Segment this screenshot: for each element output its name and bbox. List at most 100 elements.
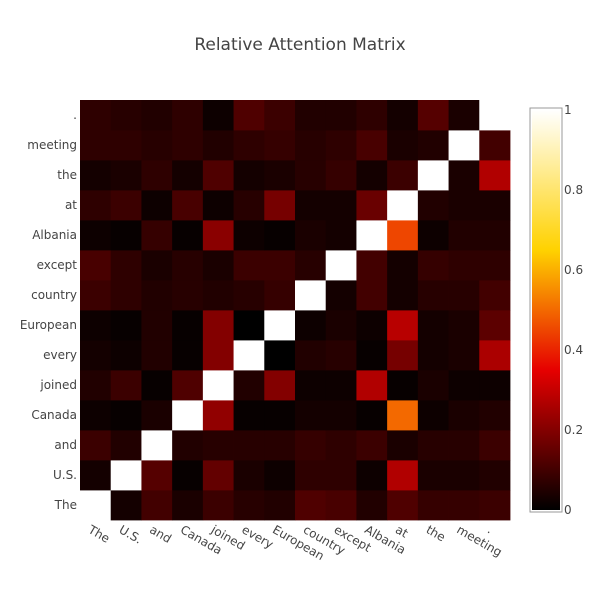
heatmap-cell-Canada-The (80, 400, 112, 431)
heatmap-cell-every-Canada (172, 340, 204, 371)
heatmap-cell-.-and (141, 100, 173, 131)
heatmap-cell-country-every (233, 280, 265, 311)
heatmap-cell-.-The (80, 100, 112, 131)
heatmap-cell-country-meeting (448, 280, 480, 311)
heatmap-cell-every-U.S. (110, 340, 142, 371)
heatmap-cell-at-except (325, 190, 357, 221)
heatmap-cell-the-except (325, 160, 357, 191)
heatmap-cell-U.S.-. (479, 460, 511, 491)
heatmap-cell-U.S.-Albania (356, 460, 388, 491)
heatmap-cell-meeting-. (479, 130, 511, 161)
heatmap-cell-joined-and (141, 370, 173, 401)
heatmap-cells (80, 100, 511, 521)
colorbar-gradient (532, 110, 560, 510)
heatmap-cell-European-joined (202, 310, 234, 341)
heatmap-cell-Canada-at (387, 400, 419, 431)
heatmap-cell-meeting-European (264, 130, 296, 161)
heatmap-cell-European-Canada (172, 310, 204, 341)
heatmap-cell-The-. (479, 490, 511, 521)
heatmap-cell-at-The (80, 190, 112, 221)
heatmap-cell-Canada-except (325, 400, 357, 431)
x-tick-label: The (85, 522, 112, 546)
heatmap-cell-every-The (80, 340, 112, 371)
heatmap-cell-U.S.-European (264, 460, 296, 491)
heatmap-cell-the-joined (202, 160, 234, 191)
heatmap-cell-The-European (264, 490, 296, 521)
heatmap-cell-the-European (264, 160, 296, 191)
heatmap-cell-Albania-Albania (356, 220, 388, 251)
colorbar-tick-label: 1 (564, 103, 572, 117)
heatmap-cell-Canada-European (264, 400, 296, 431)
heatmap-cell-European-The (80, 310, 112, 341)
heatmap-cell-U.S.-U.S. (110, 460, 142, 491)
heatmap-cell-European-European (264, 310, 296, 341)
heatmap-cell-country-The (80, 280, 112, 311)
heatmap-cell-except-. (479, 250, 511, 281)
heatmap-cell-.-joined (202, 100, 234, 131)
heatmap-cell-The-the (417, 490, 449, 521)
heatmap-cell-.-. (479, 100, 511, 131)
heatmap-cell-and-every (233, 430, 265, 461)
heatmap-cell-joined-Canada (172, 370, 204, 401)
y-tick-label: joined (39, 378, 77, 392)
heatmap-cell-meeting-U.S. (110, 130, 142, 161)
heatmap-cell-except-meeting (448, 250, 480, 281)
heatmap-cell-Canada-and (141, 400, 173, 431)
heatmap-cell-at-. (479, 190, 511, 221)
heatmap-cell-.-meeting (448, 100, 480, 131)
heatmap-cell-and-at (387, 430, 419, 461)
heatmap-cell-and-except (325, 430, 357, 461)
heatmap-cell-the-at (387, 160, 419, 191)
heatmap-cell-country-Canada (172, 280, 204, 311)
heatmap-cell-at-U.S. (110, 190, 142, 221)
colorbar-tick-label: 0.4 (564, 343, 583, 357)
heatmap-cell-Albania-and (141, 220, 173, 251)
heatmap-cell-the-U.S. (110, 160, 142, 191)
heatmap-cell-The-country (295, 490, 327, 521)
heatmap-cell-joined-every (233, 370, 265, 401)
x-tick-label: . (485, 522, 495, 536)
heatmap-cell-U.S.-and (141, 460, 173, 491)
y-tick-label: the (57, 168, 77, 182)
heatmap-cell-except-Albania (356, 250, 388, 281)
heatmap-cell-.-European (264, 100, 296, 131)
heatmap-cell-country-Albania (356, 280, 388, 311)
heatmap-cell-at-joined (202, 190, 234, 221)
heatmap-cell-except-The (80, 250, 112, 281)
heatmap-cell-Canada-U.S. (110, 400, 142, 431)
heatmap-cell-every-and (141, 340, 173, 371)
heatmap-cell-meeting-the (417, 130, 449, 161)
heatmap-cell-except-the (417, 250, 449, 281)
heatmap-cell-meeting-Canada (172, 130, 204, 161)
heatmap-cell-every-. (479, 340, 511, 371)
heatmap-cell-Albania-Canada (172, 220, 204, 251)
y-tick-label: every (43, 348, 77, 362)
heatmap-cell-every-European (264, 340, 296, 371)
heatmap-cell-European-Albania (356, 310, 388, 341)
x-tick-label: U.S. (117, 522, 145, 546)
heatmap-cell-at-European (264, 190, 296, 221)
chart-title: Relative Attention Matrix (194, 35, 405, 55)
heatmap-cell-the-The (80, 160, 112, 191)
heatmap-cell-The-except (325, 490, 357, 521)
heatmap-cell-country-country (295, 280, 327, 311)
heatmap-cell-.-except (325, 100, 357, 131)
y-tick-label: and (54, 438, 77, 452)
heatmap-cell-except-every (233, 250, 265, 281)
heatmap-cell-except-at (387, 250, 419, 281)
heatmap-cell-and-meeting (448, 430, 480, 461)
heatmap-cell-the-Albania (356, 160, 388, 191)
heatmap-cell-country-. (479, 280, 511, 311)
heatmap-cell-.-Canada (172, 100, 204, 131)
heatmap-cell-the-country (295, 160, 327, 191)
colorbar-tick-label: 0.2 (564, 423, 583, 437)
heatmap-cell-meeting-meeting (448, 130, 480, 161)
heatmap-cell-U.S.-The (80, 460, 112, 491)
heatmap-cell-joined-the (417, 370, 449, 401)
heatmap-cell-at-country (295, 190, 327, 221)
heatmap-cell-The-joined (202, 490, 234, 521)
heatmap-cell-the-the (417, 160, 449, 191)
heatmap-cell-and-joined (202, 430, 234, 461)
heatmap-cell-The-Canada (172, 490, 204, 521)
heatmap-cell-joined-The (80, 370, 112, 401)
